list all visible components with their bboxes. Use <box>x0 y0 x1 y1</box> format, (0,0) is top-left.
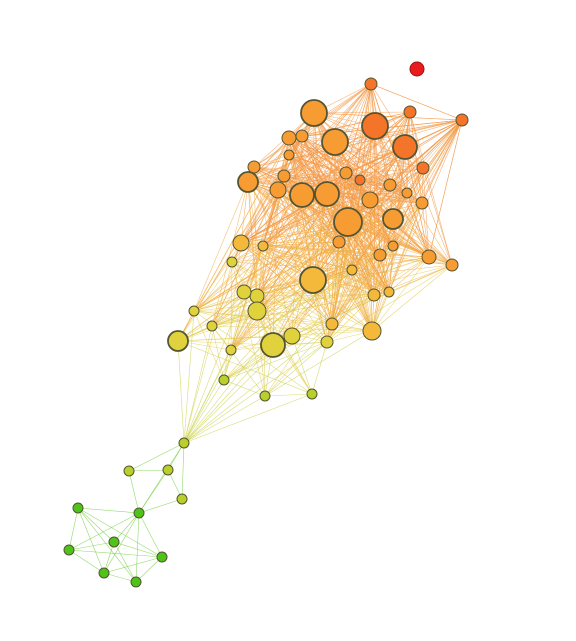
graph-node-deep-orange <box>404 106 416 118</box>
graph-node-yellow-green <box>179 438 189 448</box>
graph-node-deep-orange <box>362 113 388 139</box>
graph-node-green <box>134 508 144 518</box>
graph-edge <box>78 508 114 542</box>
graph-node-deep-orange <box>456 114 468 126</box>
graph-node-orange <box>282 131 296 145</box>
graph-edge <box>69 542 114 550</box>
graph-node-orange <box>322 129 348 155</box>
graph-edge <box>182 443 184 499</box>
graph-node-orange <box>270 182 286 198</box>
graph-node-red <box>410 62 424 76</box>
graph-node-green <box>64 545 74 555</box>
graph-edge <box>139 499 182 513</box>
graph-node-yellow <box>261 333 285 357</box>
graph-node-orange-yellow <box>363 322 381 340</box>
graph-node-orange <box>296 130 308 142</box>
graph-edge <box>389 257 429 292</box>
graph-node-orange <box>248 161 260 173</box>
graph-edge <box>184 380 224 443</box>
graph-node-yellow-green <box>307 389 317 399</box>
graph-node-orange <box>388 241 398 251</box>
graph-edge <box>69 508 78 550</box>
graph-edge <box>371 84 462 120</box>
graph-edge <box>312 342 327 394</box>
graph-node-orange <box>334 208 362 236</box>
graph-node-orange-yellow <box>258 241 268 251</box>
graph-edge <box>139 443 184 513</box>
graph-node-yellow <box>284 328 300 344</box>
graph-node-yellow <box>250 289 264 303</box>
graph-edge <box>69 550 104 573</box>
graph-node-orange <box>446 259 458 271</box>
graph-node-orange <box>333 236 345 248</box>
graph-node-green <box>99 568 109 578</box>
graph-node-yellow <box>237 285 251 299</box>
graph-node-green <box>109 537 119 547</box>
graph-edge <box>136 513 139 582</box>
graph-node-yellow <box>168 331 188 351</box>
graph-node-deep-orange <box>417 162 429 174</box>
graph-node-orange <box>384 179 396 191</box>
graph-node-green <box>73 503 83 513</box>
graph-node-orange <box>290 183 314 207</box>
graph-node-yellow <box>207 321 217 331</box>
graph-edge <box>78 508 139 513</box>
graph-node-yellow <box>189 306 199 316</box>
graph-node-orange <box>416 197 428 209</box>
graph-edge <box>78 508 104 573</box>
graph-node-orange-yellow <box>300 267 326 293</box>
graph-node-orange <box>362 192 378 208</box>
graph-node-orange <box>374 249 386 261</box>
graph-edge <box>114 513 139 542</box>
graph-node-orange-yellow <box>326 318 338 330</box>
graph-node-green <box>157 552 167 562</box>
graph-node-yellow-green <box>163 465 173 475</box>
graph-node-orange-yellow <box>233 235 249 251</box>
graph-node-yellow-green <box>177 494 187 504</box>
graph-edge <box>178 341 184 443</box>
graph-node-green <box>131 577 141 587</box>
graph-edge <box>265 394 312 396</box>
graph-node-orange <box>422 250 436 264</box>
graph-node-orange <box>315 182 339 206</box>
graph-node-orange-yellow <box>347 265 357 275</box>
graph-node-deep-orange <box>393 135 417 159</box>
graph-node-yellow-green <box>219 375 229 385</box>
graph-node-deep-orange <box>355 175 365 185</box>
graph-node-orange <box>402 188 412 198</box>
graph-node-orange <box>383 209 403 229</box>
graph-node-yellow <box>248 302 266 320</box>
graph-node-yellow-green <box>260 391 270 401</box>
graph-node-orange-yellow <box>368 289 380 301</box>
graph-edge <box>129 471 139 513</box>
graph-node-yellow <box>227 257 237 267</box>
graph-node-yellow <box>226 345 236 355</box>
graph-node-deep-orange <box>365 78 377 90</box>
graph-edge <box>129 470 168 471</box>
graph-node-orange <box>238 172 258 192</box>
graph-edge <box>314 113 462 120</box>
graph-node-yellow-green <box>124 466 134 476</box>
graph-node-orange <box>278 170 290 182</box>
graph-node-orange <box>284 150 294 160</box>
graph-edge <box>429 120 462 257</box>
graph-node-yellow <box>321 336 333 348</box>
graph-node-orange-yellow <box>384 287 394 297</box>
graph-node-orange <box>340 167 352 179</box>
graph-node-orange <box>301 100 327 126</box>
